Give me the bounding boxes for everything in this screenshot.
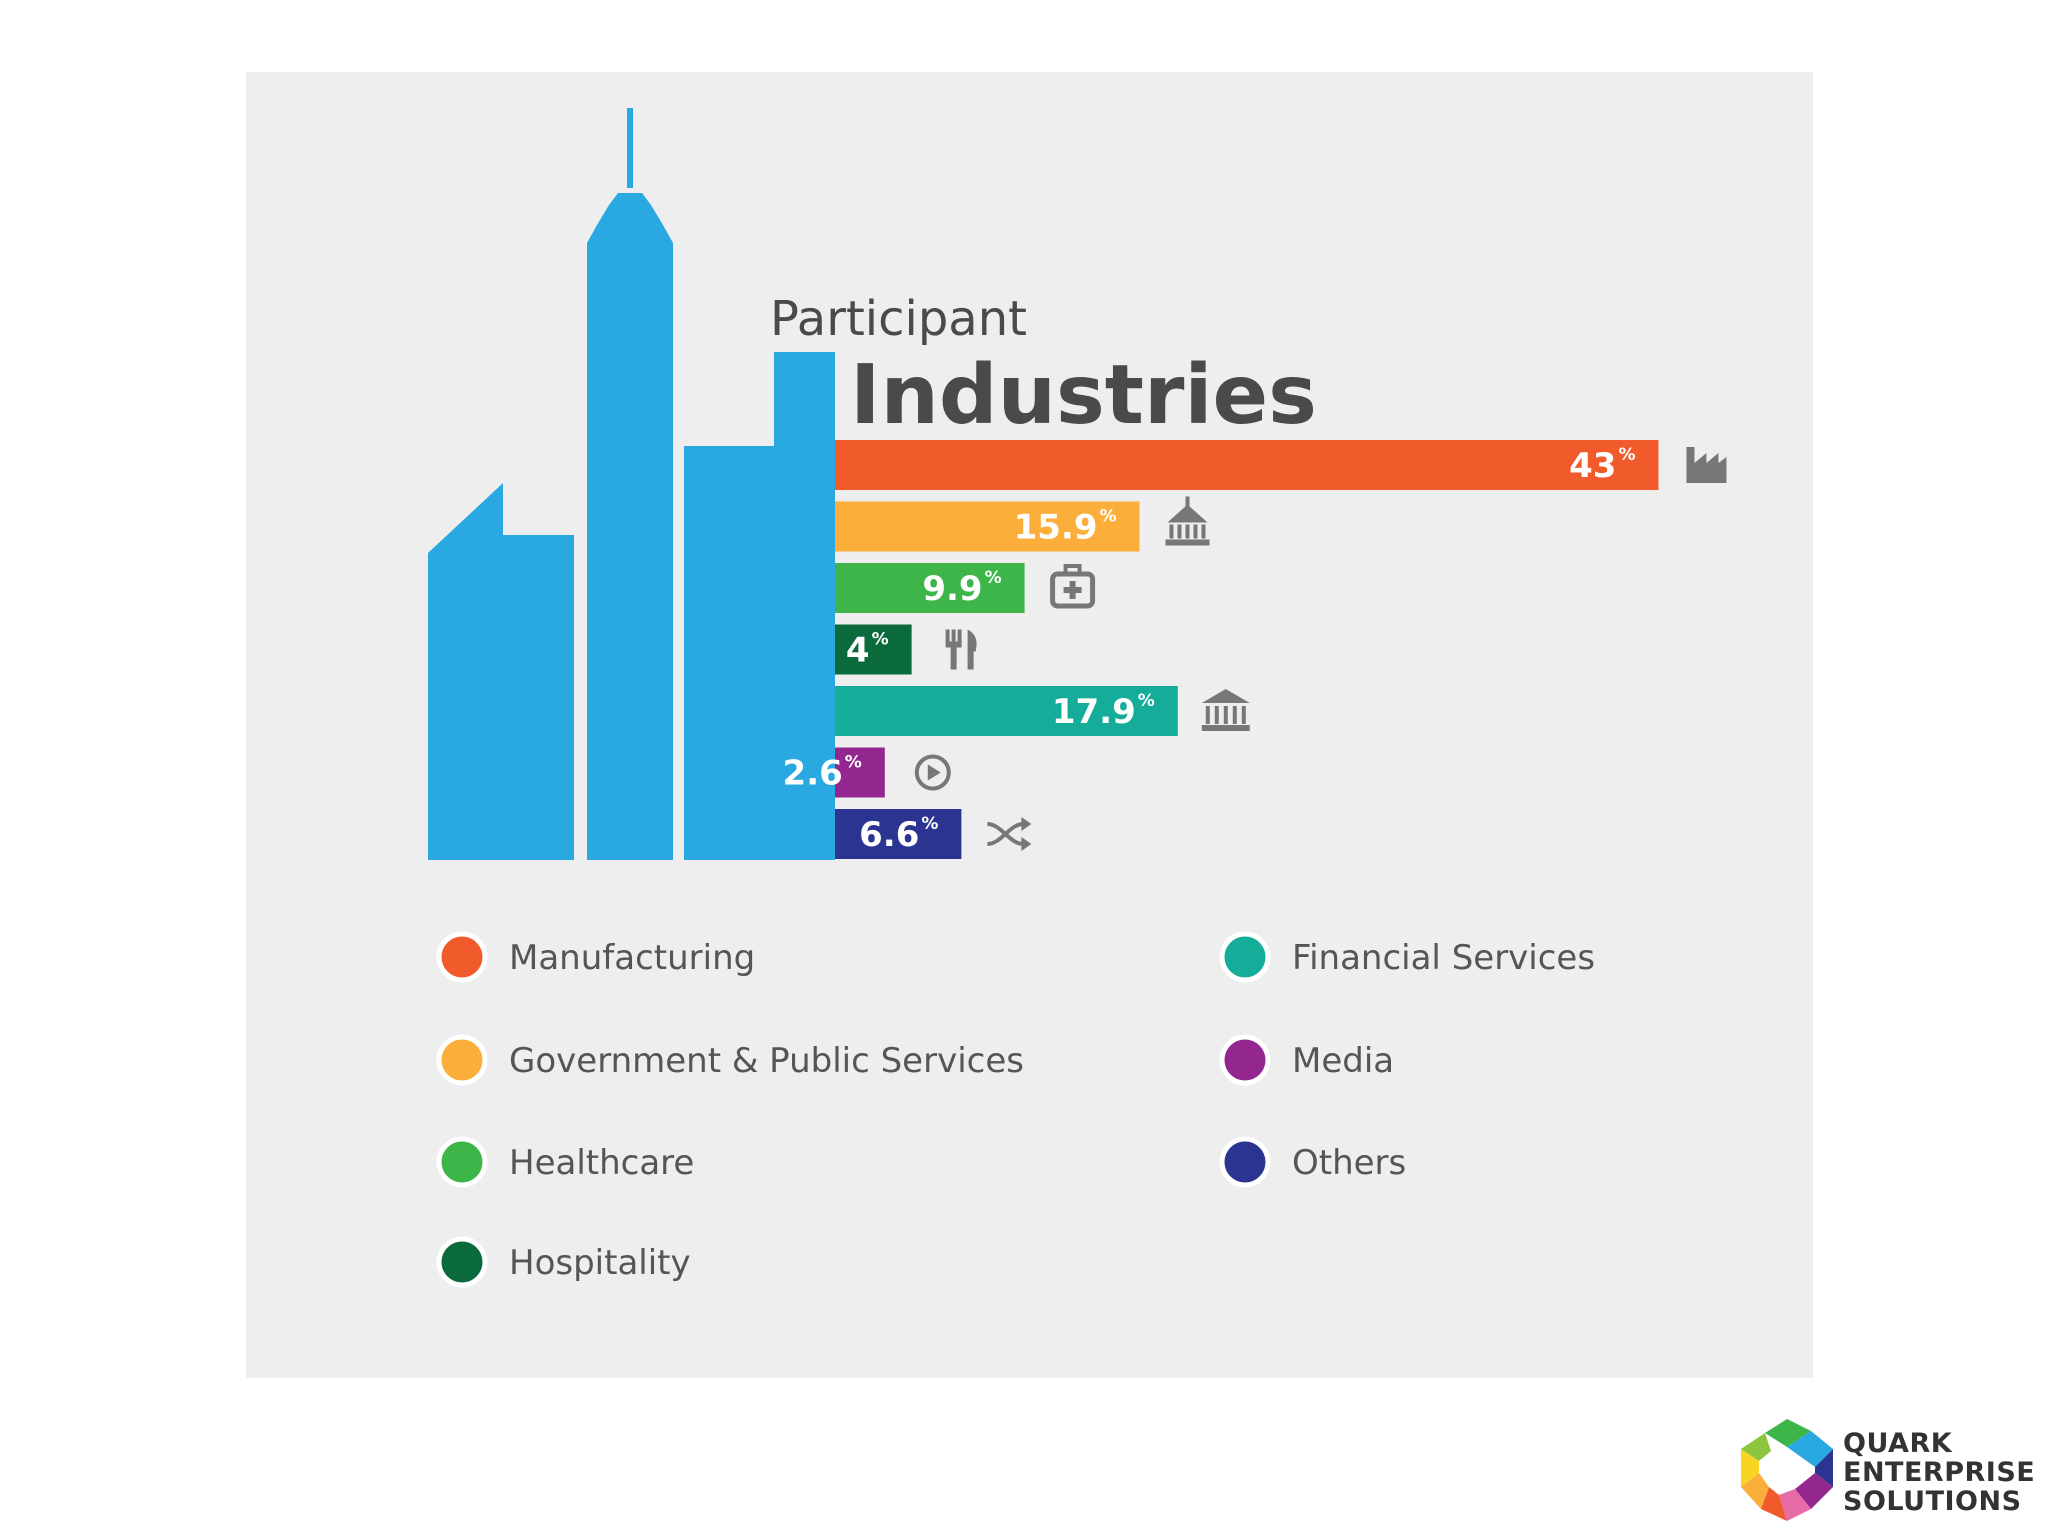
bar-value-unit: % [872, 630, 889, 650]
skyline-building-mid [684, 352, 835, 860]
bar-value-label: 4 [846, 631, 870, 671]
bar-government-public-services [835, 501, 1140, 552]
play-icon [914, 754, 951, 791]
legend: Manufacturing Government & Public Service… [436, 931, 1595, 1288]
bar-value-label: 15.9 [1014, 508, 1098, 548]
bar-healthcare [835, 563, 1025, 613]
bar-value-unit: % [1138, 691, 1155, 711]
bar-value-unit: % [1099, 507, 1116, 527]
skyline-spire [627, 108, 633, 188]
logo-line-2: ENTERPRISE [1843, 1457, 2036, 1488]
legend-swatch [1219, 1136, 1271, 1188]
chart-title: Participant [770, 291, 1027, 347]
skyline-tower [587, 193, 673, 860]
legend-label: Media [1292, 1041, 1394, 1081]
skyline-building-left [428, 483, 574, 860]
legend-label: Healthcare [509, 1143, 694, 1183]
legend-swatch [436, 1034, 488, 1086]
legend-swatch [436, 1236, 488, 1288]
legend-label: Government & Public Services [509, 1041, 1024, 1081]
bar-manufacturing [835, 440, 1659, 490]
bar-value-unit: % [1618, 445, 1635, 465]
legend-swatch [1219, 931, 1271, 983]
legend-label: Others [1292, 1143, 1406, 1183]
bar-value-label: 2.6 [783, 754, 843, 794]
legend-label: Financial Services [1292, 938, 1595, 978]
logo-line-3: SOLUTIONS [1843, 1486, 2022, 1517]
logo-mark-icon [1741, 1419, 1833, 1521]
legend-swatch [436, 931, 488, 983]
logo-text: QUARK ENTERPRISE SOLUTIONS [1843, 1429, 2035, 1516]
company-logo: QUARK ENTERPRISE SOLUTIONS [1735, 1415, 2035, 1525]
bar-value-unit: % [845, 753, 862, 773]
fork-knife-icon [945, 629, 977, 670]
bar-value-unit: % [985, 568, 1002, 588]
skyline-illustration [428, 108, 835, 860]
bar-financial-services [835, 686, 1178, 736]
shuffle-icon [987, 817, 1032, 851]
bar-value-label: 17.9 [1052, 692, 1136, 732]
bar-media [835, 747, 885, 798]
bars-group: 43 %15.9 %9.9 %4 %17.9 %2.6 %6.6% [783, 440, 1727, 859]
logo-line-1: QUARK [1843, 1428, 1953, 1459]
factory-icon [1686, 447, 1727, 483]
chart-subtitle: Industries [850, 348, 1317, 443]
government-building-icon [1165, 496, 1210, 546]
legend-label: Manufacturing [509, 938, 755, 978]
legend-swatch [436, 1136, 488, 1188]
bar-others [835, 809, 962, 859]
bar-value-unit: % [921, 814, 938, 834]
bank-icon [1201, 689, 1250, 731]
legend-label: Hospitality [509, 1243, 691, 1283]
first-aid-kit-icon [1050, 564, 1096, 609]
bar-hospitality [835, 624, 912, 675]
bar-value-label: 6.6 [859, 815, 919, 855]
legend-swatch [1219, 1034, 1271, 1086]
bar-value-label: 9.9 [922, 569, 982, 609]
bar-value-label: 43 [1569, 446, 1616, 486]
